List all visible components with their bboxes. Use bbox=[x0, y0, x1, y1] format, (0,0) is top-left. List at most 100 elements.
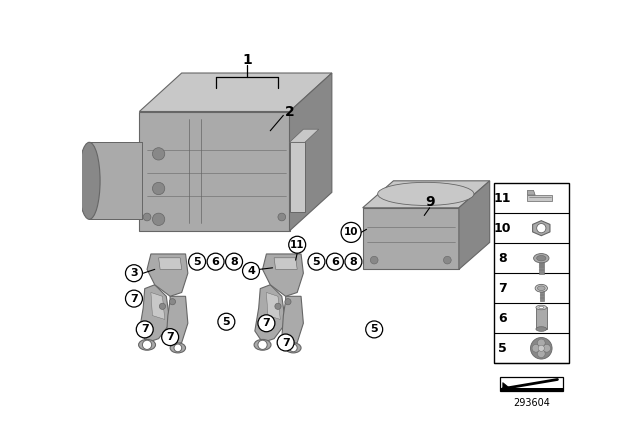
Text: 8: 8 bbox=[499, 252, 507, 265]
Polygon shape bbox=[532, 221, 550, 236]
Polygon shape bbox=[159, 258, 182, 269]
Polygon shape bbox=[459, 181, 490, 269]
Circle shape bbox=[243, 263, 259, 280]
Bar bbox=[539, 260, 543, 274]
Polygon shape bbox=[289, 73, 332, 231]
Circle shape bbox=[125, 265, 143, 282]
Polygon shape bbox=[140, 112, 289, 231]
Circle shape bbox=[152, 148, 164, 160]
Text: 7: 7 bbox=[130, 293, 138, 304]
Ellipse shape bbox=[536, 305, 547, 310]
Ellipse shape bbox=[139, 340, 156, 350]
Text: 4: 4 bbox=[247, 266, 255, 276]
Polygon shape bbox=[147, 254, 188, 296]
Text: 5: 5 bbox=[223, 317, 230, 327]
Circle shape bbox=[278, 213, 285, 221]
Text: 7: 7 bbox=[141, 324, 148, 334]
Circle shape bbox=[125, 290, 143, 307]
Text: 6: 6 bbox=[212, 257, 220, 267]
Polygon shape bbox=[500, 377, 563, 391]
Ellipse shape bbox=[135, 144, 148, 218]
Circle shape bbox=[444, 256, 451, 264]
Circle shape bbox=[537, 224, 546, 233]
Circle shape bbox=[532, 345, 540, 352]
Circle shape bbox=[189, 253, 205, 270]
Circle shape bbox=[152, 213, 164, 225]
Polygon shape bbox=[503, 383, 511, 389]
Ellipse shape bbox=[378, 182, 474, 206]
Polygon shape bbox=[266, 293, 280, 319]
Text: 5: 5 bbox=[499, 342, 507, 355]
Text: 3: 3 bbox=[130, 268, 138, 278]
Circle shape bbox=[143, 340, 152, 349]
Text: 5: 5 bbox=[193, 257, 201, 267]
Text: 1: 1 bbox=[243, 53, 252, 67]
Text: 9: 9 bbox=[425, 195, 435, 209]
Circle shape bbox=[538, 350, 545, 358]
Circle shape bbox=[174, 344, 182, 352]
Text: 7: 7 bbox=[282, 337, 289, 348]
Circle shape bbox=[258, 340, 267, 349]
Text: 293604: 293604 bbox=[513, 397, 550, 408]
Circle shape bbox=[162, 329, 179, 345]
Circle shape bbox=[152, 182, 164, 195]
Ellipse shape bbox=[536, 327, 547, 332]
Text: 8: 8 bbox=[349, 257, 357, 267]
Ellipse shape bbox=[254, 340, 271, 350]
Circle shape bbox=[308, 253, 325, 270]
Circle shape bbox=[289, 344, 297, 352]
Polygon shape bbox=[527, 190, 535, 195]
Text: 2: 2 bbox=[285, 104, 294, 119]
Circle shape bbox=[543, 345, 550, 352]
Circle shape bbox=[345, 253, 362, 270]
Ellipse shape bbox=[534, 254, 549, 263]
Circle shape bbox=[218, 313, 235, 330]
Circle shape bbox=[159, 303, 166, 310]
Text: 6: 6 bbox=[499, 312, 507, 325]
Circle shape bbox=[277, 334, 294, 351]
Bar bbox=[493, 183, 569, 363]
Circle shape bbox=[365, 321, 383, 338]
Ellipse shape bbox=[79, 142, 100, 220]
Text: 6: 6 bbox=[331, 257, 339, 267]
Polygon shape bbox=[166, 296, 188, 346]
Circle shape bbox=[371, 256, 378, 264]
Ellipse shape bbox=[535, 284, 547, 292]
Polygon shape bbox=[140, 73, 332, 112]
Polygon shape bbox=[527, 195, 552, 201]
Polygon shape bbox=[255, 285, 285, 343]
Circle shape bbox=[531, 337, 552, 359]
Text: 5: 5 bbox=[312, 257, 320, 267]
Bar bbox=[540, 290, 543, 302]
Circle shape bbox=[136, 321, 153, 338]
Ellipse shape bbox=[170, 343, 186, 353]
Text: 11: 11 bbox=[494, 192, 511, 205]
Circle shape bbox=[341, 222, 361, 242]
Circle shape bbox=[538, 345, 545, 351]
Polygon shape bbox=[289, 142, 305, 211]
Polygon shape bbox=[363, 208, 459, 269]
Text: 7: 7 bbox=[262, 318, 270, 328]
Polygon shape bbox=[363, 181, 490, 208]
Text: 10: 10 bbox=[494, 222, 511, 235]
Bar bbox=[90, 142, 141, 220]
Ellipse shape bbox=[285, 343, 301, 353]
Polygon shape bbox=[151, 293, 164, 319]
Ellipse shape bbox=[537, 255, 546, 261]
Circle shape bbox=[207, 253, 224, 270]
Circle shape bbox=[289, 236, 306, 253]
Polygon shape bbox=[289, 129, 319, 142]
Circle shape bbox=[275, 303, 281, 310]
Polygon shape bbox=[282, 296, 303, 346]
Text: 8: 8 bbox=[230, 257, 238, 267]
Polygon shape bbox=[140, 285, 170, 343]
Polygon shape bbox=[262, 254, 303, 296]
Text: 11: 11 bbox=[290, 240, 305, 250]
Circle shape bbox=[258, 315, 275, 332]
Circle shape bbox=[143, 213, 151, 221]
Circle shape bbox=[326, 253, 344, 270]
Text: 7: 7 bbox=[499, 282, 507, 295]
Bar bbox=[500, 388, 563, 391]
Text: 5: 5 bbox=[371, 324, 378, 334]
Polygon shape bbox=[274, 258, 297, 269]
